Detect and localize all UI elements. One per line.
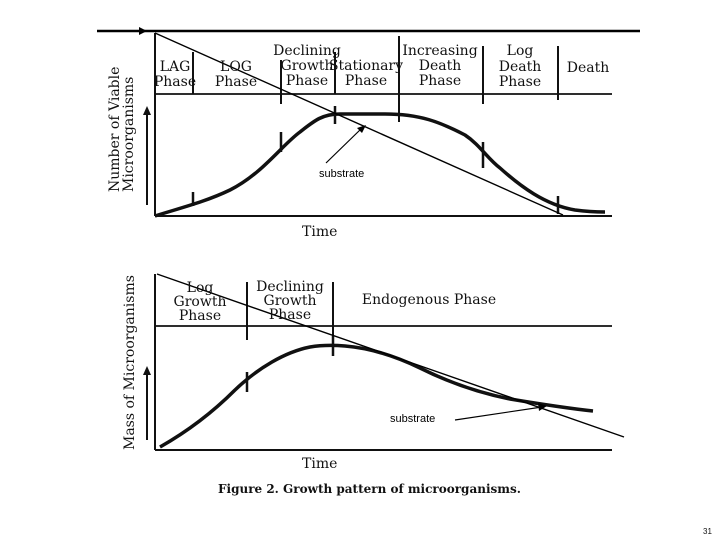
top-phase-label: LOG — [220, 59, 252, 75]
bottom-phase-label: Growth — [264, 293, 317, 309]
bottom-mass-curve — [159, 343, 594, 449]
bottom-y-axis-label: Mass of Microorganisms — [122, 275, 138, 450]
bottom-phase-label: Log — [187, 280, 214, 296]
top-substrate-arrowhead — [357, 125, 366, 133]
bottom-phase-label: Endogenous Phase — [362, 292, 496, 308]
top-phase-label: Phase — [154, 74, 196, 90]
top-phase-label: Growth — [281, 58, 334, 74]
bottom-phase-label: Phase — [179, 308, 221, 324]
top-phase-label: Declining — [273, 43, 341, 59]
bottom-substrate-label: substrate — [390, 413, 435, 425]
top-phase-label: Phase — [286, 73, 328, 89]
top-phase-label: Phase — [345, 73, 387, 89]
bottom-substrate-arrowhead — [538, 403, 547, 411]
bottom-diagram: substrate Mass of Microorganisms Time Lo… — [122, 273, 625, 472]
page-number: 31 — [703, 527, 712, 536]
bottom-substrate-line — [156, 273, 625, 438]
top-y-arrowhead — [143, 106, 151, 115]
figure-caption: Figure 2. Growth pattern of microorganis… — [218, 482, 521, 496]
top-phase-label: LAG — [160, 59, 191, 75]
top-phase-label: Stationary — [329, 58, 403, 74]
top-phase-label: Phase — [419, 73, 461, 89]
top-growth-curve — [154, 112, 606, 218]
top-substrate-line — [154, 32, 564, 216]
top-substrate-pointer — [325, 127, 363, 164]
top-substrate-label: substrate — [319, 168, 364, 180]
top-phase-label: Increasing — [402, 43, 477, 59]
top-phase-label: Phase — [215, 74, 257, 90]
top-phase-label: Death — [419, 58, 462, 74]
top-x-axis-label: Time — [302, 224, 337, 240]
bottom-phase-label: Phase — [269, 307, 311, 323]
top-phase-label: Death — [499, 59, 542, 75]
bottom-phase-label: Growth — [174, 294, 227, 310]
bottom-y-arrowhead — [143, 366, 151, 375]
bottom-x-axis-label: Time — [302, 456, 337, 472]
top-rule-arrowhead — [139, 27, 147, 35]
bottom-phase-label: Declining — [256, 279, 324, 295]
top-phase-label: Phase — [499, 74, 541, 90]
top-y-axis-label: Number of Viable — [107, 67, 123, 192]
bottom-substrate-pointer — [454, 406, 543, 421]
top-diagram: substrate Number of Viable Microorganism… — [107, 32, 612, 240]
top-y-axis-label: Microorganisms — [121, 77, 137, 192]
top-phase-label: Log — [507, 43, 534, 59]
top-phase-label: Death — [567, 60, 610, 76]
